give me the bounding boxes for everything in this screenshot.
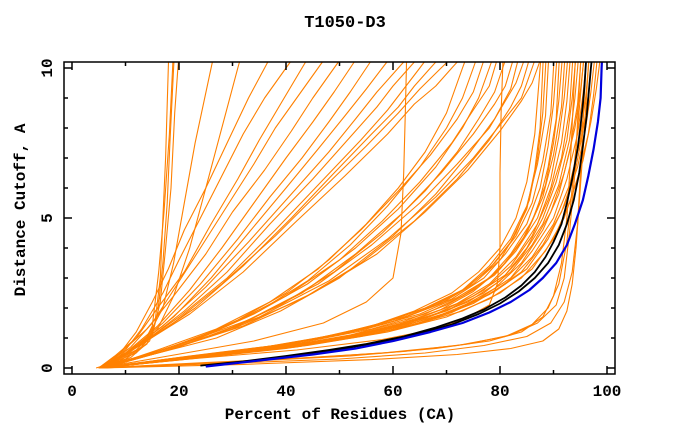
model-curve: [98, 61, 371, 369]
model-curve: [103, 61, 514, 369]
model-curve: [98, 61, 601, 369]
x-tick-label: 80: [490, 383, 509, 401]
model-curve: [98, 61, 593, 369]
model-curve: [98, 61, 585, 369]
model-curve: [98, 61, 506, 369]
x-axis-label: Percent of Residues (CA): [225, 406, 455, 424]
model-curve: [98, 61, 405, 369]
y-tick-label: 0: [39, 363, 57, 373]
reference-black-2-curve: [205, 61, 593, 368]
model-curve: [103, 61, 484, 369]
model-curve: [101, 61, 291, 369]
model-curve: [101, 61, 595, 369]
model-curve: [98, 61, 170, 369]
y-axis-label: Distance Cutoff, A: [12, 123, 30, 296]
x-tick-label: 60: [383, 383, 402, 401]
best-model-blue-curve: [205, 61, 603, 368]
model-curve: [98, 61, 568, 369]
model-curve: [98, 61, 408, 369]
chart-title: T1050-D3: [304, 14, 386, 33]
model-curve: [98, 61, 504, 369]
y-tick-label: 10: [39, 58, 57, 77]
model-curve: [103, 61, 535, 369]
model-curve: [98, 61, 492, 369]
plot-frame: [63, 61, 616, 375]
curves-layer: [95, 61, 603, 369]
axis-tick-labels: 0 20 40 60 80 100 0 5 10: [39, 58, 621, 401]
model-curve: [101, 61, 497, 369]
model-curve: [98, 61, 213, 369]
model-curve: [101, 61, 415, 369]
x-tick-label: 20: [169, 383, 188, 401]
model-curve: [101, 61, 355, 369]
model-curve: [98, 61, 339, 369]
y-tick-label: 5: [39, 213, 57, 223]
model-curve: [101, 61, 525, 369]
model-curve: [98, 61, 448, 369]
axis-ticks: [64, 62, 615, 374]
model-curve: [101, 61, 458, 369]
model-curve: [98, 61, 307, 369]
model-curve: [101, 61, 563, 369]
model-curve: [98, 61, 476, 369]
model-curve: [104, 61, 558, 369]
model-curve: [101, 61, 579, 369]
x-tick-label: 100: [593, 383, 622, 401]
model-curve: [98, 61, 544, 369]
model-curve: [98, 61, 576, 369]
model-curve: [98, 61, 541, 369]
model-curve: [98, 61, 179, 369]
model-curve: [98, 61, 269, 369]
model-curve: [98, 61, 425, 369]
x-tick-label: 0: [67, 383, 77, 401]
model-curve: [104, 61, 585, 369]
x-tick-label: 40: [276, 383, 295, 401]
